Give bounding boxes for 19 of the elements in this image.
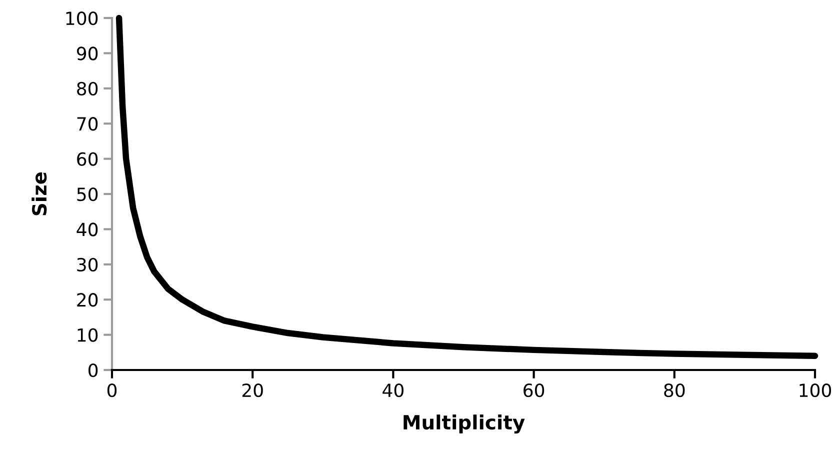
x-tick-label: 100 bbox=[800, 384, 832, 398]
y-tick-label: 70 bbox=[77, 117, 98, 131]
y-tick-label: 80 bbox=[77, 82, 98, 96]
x-tick-label: 80 bbox=[664, 384, 685, 398]
x-tick-label: 0 bbox=[107, 384, 117, 398]
y-tick-label: 0 bbox=[88, 363, 98, 378]
y-tick-label: 10 bbox=[78, 328, 98, 342]
y-tick-label: 20 bbox=[77, 293, 98, 307]
x-axis-title: Multiplicity bbox=[404, 414, 525, 434]
y-axis-title: Size bbox=[32, 172, 47, 216]
y-tick-label: 60 bbox=[77, 152, 98, 166]
x-tick-label: 60 bbox=[524, 384, 544, 398]
x-tick-label: 20 bbox=[242, 384, 263, 398]
x-tick-label: 40 bbox=[382, 384, 404, 398]
y-tick-label: 100 bbox=[66, 11, 98, 26]
y-tick-label: 50 bbox=[77, 187, 98, 202]
y-tick-label: 90 bbox=[76, 46, 98, 60]
y-tick-label: 40 bbox=[76, 222, 98, 236]
y-tick-label: 30 bbox=[77, 258, 98, 272]
